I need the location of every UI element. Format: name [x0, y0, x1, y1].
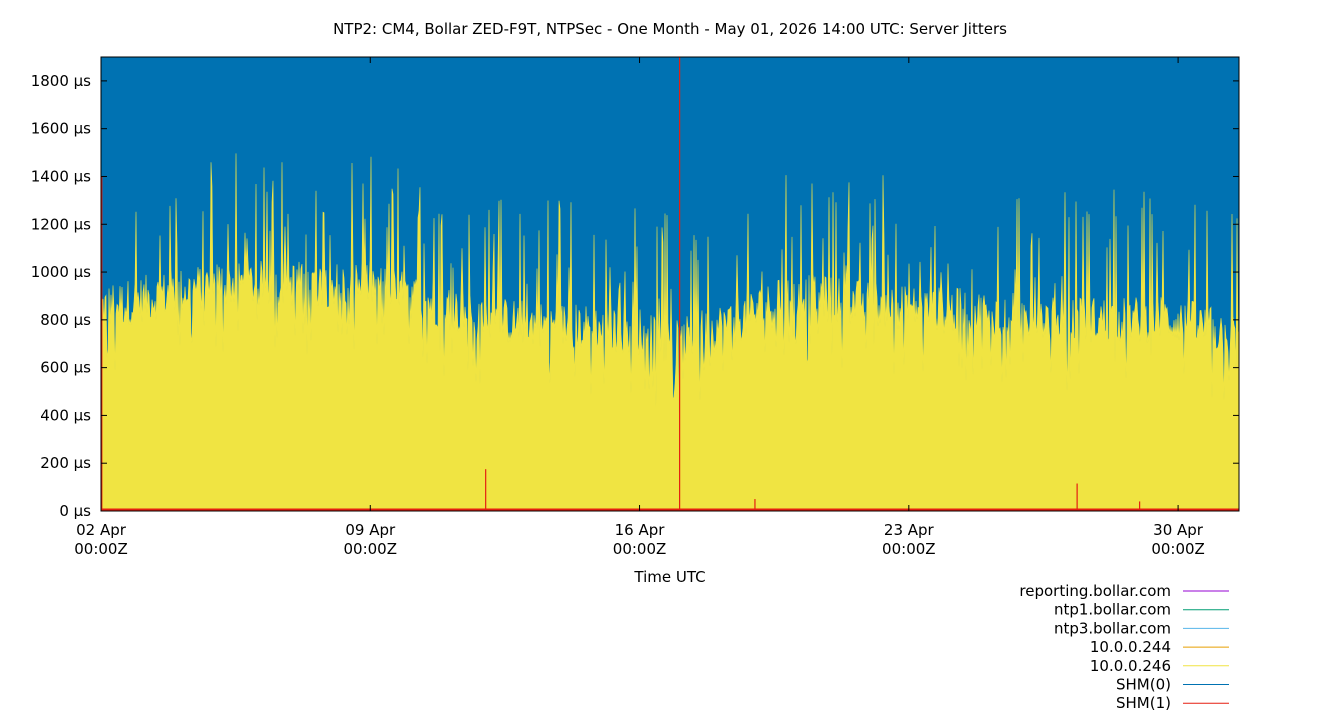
y-tick-label: 1000 µs [31, 263, 91, 281]
legend: reporting.bollar.comntp1.bollar.comntp3.… [1019, 582, 1229, 712]
x-tick-label: 30 Apr [1153, 521, 1204, 539]
legend-label: 10.0.0.244 [1090, 638, 1171, 656]
y-tick-label: 400 µs [40, 406, 91, 424]
y-tick-label: 600 µs [40, 359, 91, 377]
legend-label: SHM(0) [1116, 676, 1171, 694]
x-tick-label: 23 Apr [884, 521, 935, 539]
y-tick-label: 1400 µs [31, 167, 91, 185]
y-tick-label: 1600 µs [31, 120, 91, 138]
chart-title: NTP2: CM4, Bollar ZED-F9T, NTPSec - One … [333, 20, 1007, 38]
x-tick-label: 00:00Z [344, 540, 398, 558]
y-tick-label: 800 µs [40, 311, 91, 329]
series-10-0-0-246-area [100, 153, 1240, 512]
x-tick-label: 00:00Z [613, 540, 667, 558]
y-tick-label: 200 µs [40, 454, 91, 472]
plot-area [100, 56, 1240, 512]
x-tick-label: 00:00Z [1151, 540, 1205, 558]
legend-label: ntp3.bollar.com [1054, 619, 1171, 637]
legend-label: 10.0.0.246 [1090, 657, 1171, 675]
y-tick-label: 1200 µs [31, 215, 91, 233]
x-tick-label: 00:00Z [882, 540, 936, 558]
y-tick-label: 0 µs [59, 502, 91, 520]
y-axis: 0 µs 200 µs 400 µs 600 µs 800 µs 1000 µs 1200 … [31, 72, 1239, 520]
x-tick-label: 16 Apr [615, 521, 666, 539]
legend-label: ntp1.bollar.com [1054, 601, 1171, 619]
plot-frame [100, 56, 1240, 512]
legend-label: SHM(1) [1116, 694, 1171, 712]
x-axis-label: Time UTC [633, 568, 705, 586]
x-tick-label: 00:00Z [74, 540, 128, 558]
y-tick-label: 1800 µs [31, 72, 91, 90]
legend-label: reporting.bollar.com [1019, 582, 1171, 600]
x-tick-label: 09 Apr [345, 521, 396, 539]
x-tick-label: 02 Apr [76, 521, 127, 539]
